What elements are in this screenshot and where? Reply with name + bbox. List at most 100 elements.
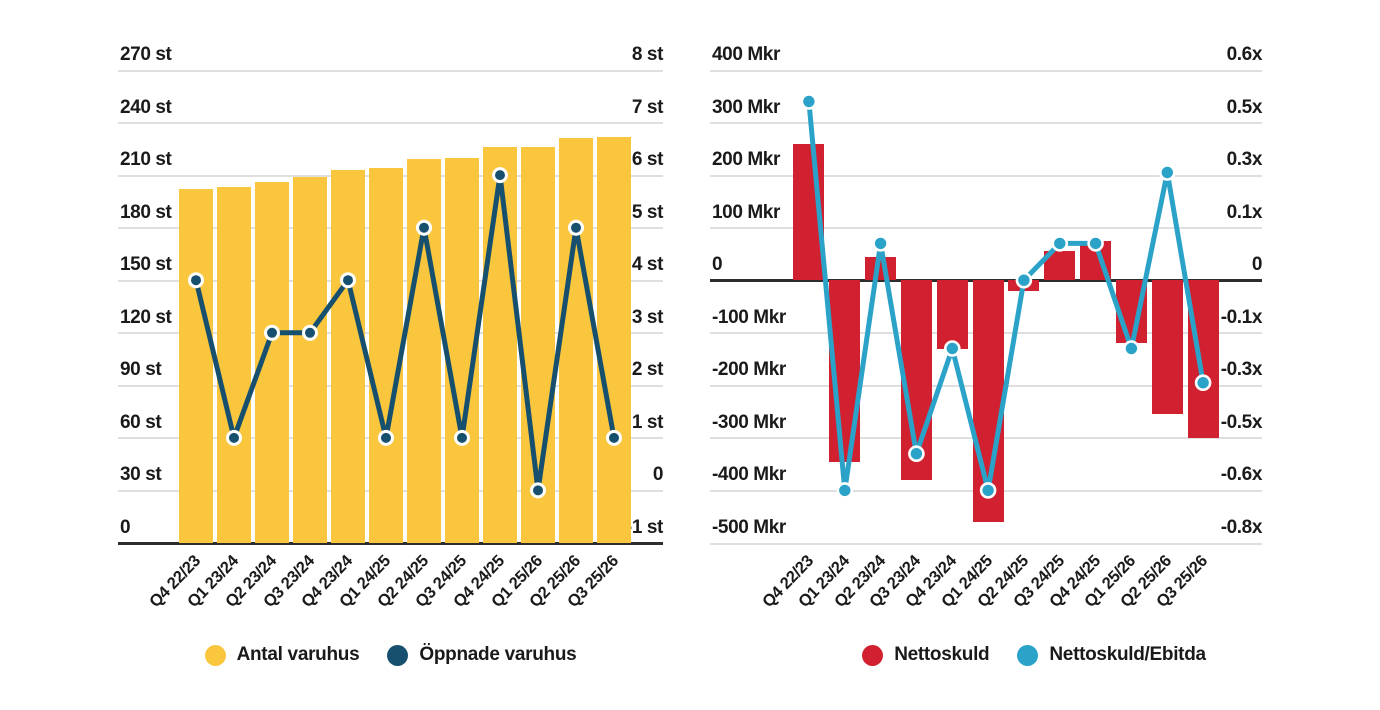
legend-item-nettoskuld: Nettoskuld [862,644,990,666]
legend-label: Öppnade varuhus [419,644,577,665]
left-axis-tick-label: -300 Mkr [712,411,786,433]
left-axis-tick-label: 240 st [120,96,172,118]
legend-item-oppnade-varuhus: Öppnade varuhus [387,644,577,666]
varuhus-bar-q1-23-24 [217,187,251,543]
nettoskuld-ebitda-swatch-icon [1017,644,1039,666]
left-axis-tick-label: -200 Mkr [712,359,786,381]
legend-item-antal-varuhus: Antal varuhus [204,644,360,666]
varuhus-bar-q2-25-26 [559,138,593,543]
nettoskuld-point-q4-22-23 [800,93,818,110]
varuhus-line-layer [188,167,622,499]
varuhus-point-q2-25-26 [568,219,584,236]
gridline [710,122,1262,125]
legend-varuhus: Antal varuhus Öppnade varuhus [118,644,663,666]
right-axis-tick-label: 0.1x [1226,201,1263,223]
right-axis-tick-label: -0.5x [1220,411,1263,433]
nettoskuld-line [806,99,1206,493]
antal-varuhus-swatch-icon [204,644,226,666]
varuhus-point-q3-25-26 [606,429,622,446]
legend-item-nettoskuld-ebitda: Nettoskuld/Ebitda [1017,644,1206,666]
left-axis-tick-label: 60 st [120,411,162,433]
varuhus-point-q1-23-24 [226,429,242,446]
left-axis-tick-label: -400 Mkr [712,464,786,486]
nettoskuld-line-layer [800,93,1212,499]
gridline [118,69,663,72]
varuhus-point-q1-24-25 [378,429,394,446]
left-axis-tick-label: 0 [120,517,131,538]
right-axis-tick-label: 0.5x [1226,96,1263,118]
x-axis-line [118,542,663,545]
left-axis-tick-label: -500 Mkr [712,517,786,538]
right-axis-tick-label: 0 [1251,254,1263,276]
right-axis-tick-label: -0.1x [1220,306,1263,328]
left-axis-tick-label: 30 st [120,464,162,486]
nettoskuld-point-q2-23-24 [872,235,889,252]
nettoskuld-swatch-icon [862,644,884,666]
varuhus-point-q4-24-25 [492,167,508,184]
nettoskuld-point-q3-23-24 [908,445,925,463]
varuhus-bar-q4-22-23 [179,189,213,543]
right-axis-tick-label: 3 st [631,306,664,328]
right-axis-tick-label: 5 st [631,201,664,223]
nettoskuld-bar-q3-25-26 [1187,280,1219,438]
right-axis-tick-label: 0 [652,464,664,486]
gridline [710,69,1262,72]
right-axis-tick-label: 7 st [631,96,664,118]
left-axis-tick-label: 90 st [120,359,162,381]
right-axis-tick-label: -0.6x [1220,464,1263,486]
right-axis-tick-label: 0.6x [1226,44,1263,65]
right-axis-tick-label: 2 st [631,359,664,381]
legend-label: Nettoskuld [894,644,990,665]
left-axis-tick-label: 270 st [120,44,172,65]
nettoskuld-point-q1-25-26 [1123,340,1140,357]
varuhus-bar-q1-24-25 [369,168,403,543]
nettoskuld-point-q1-24-25 [979,482,997,499]
left-axis-tick-label: 100 Mkr [712,201,780,223]
left-axis-tick-label: 400 Mkr [712,44,780,65]
nettoskuld-point-q4-24-25 [1087,235,1104,252]
legend-nettoskuld: Nettoskuld Nettoskuld/Ebitda [758,644,1310,666]
nettoskuld-bar-q4-23-24 [936,280,968,349]
varuhus-point-q3-24-25 [454,429,470,446]
varuhus-point-q4-22-23 [188,272,204,289]
varuhus-bar-q4-23-24 [331,169,365,543]
nettoskuld-point-q1-23-24 [836,482,854,499]
nettoskuld-bar-q2-25-26 [1151,280,1183,415]
left-axis-tick-label: 200 Mkr [712,149,780,171]
gridline [118,122,663,125]
gridline [710,542,1262,545]
legend-label: Antal varuhus [236,644,360,665]
right-axis-tick-label: 4 st [631,254,664,276]
left-axis-tick-label: 210 st [120,149,172,171]
left-axis-tick-label: -100 Mkr [712,306,786,328]
right-axis-tick-label: -0.8x [1220,517,1263,538]
varuhus-point-q1-25-26 [530,482,546,499]
right-axis-tick-label: 0.3x [1226,149,1263,171]
varuhus-line [193,172,617,493]
oppnade-varuhus-swatch-icon [387,644,409,666]
left-axis-tick-label: 0 [712,254,723,276]
chart-nettoskuld: 400 Mkr 300 Mkr 200 Mkr 100 Mkr 0 -100 Mkr -20… [710,44,1263,611]
varuhus-plot-area: Q4 22/23 Q1 23/24 Q2 23/24 Q3 23/24 Q4 23/24… [146,70,633,611]
nettoskuld-point-q3-24-25 [1051,235,1069,252]
gridline [710,227,1262,230]
right-axis-tick-label: 1 st [631,411,664,433]
legend-label: Nettoskuld/Ebitda [1049,644,1206,665]
gridline [710,174,1262,177]
nettoskuld-point-q2-24-25 [1015,271,1033,289]
right-axis-tick-label: -0.3x [1220,359,1263,381]
nettoskuld-point-q2-25-26 [1158,164,1176,181]
nettoskuld-plot-area: Q4 22/23 Q1 23/24 Q2 23/24 Q3 23/24 Q4 23/24… [759,70,1221,611]
nettoskuld-point-q3-25-26 [1194,374,1212,392]
right-axis-tick-label: -1 st [625,517,663,538]
left-axis-tick-label: 150 st [120,254,172,276]
left-axis-tick-label: 180 st [120,201,172,223]
left-axis-tick-label: 300 Mkr [712,96,780,118]
varuhus-point-q3-23-24 [302,324,318,341]
chart-antal-varuhus: 270 st 240 st 210 st 180 st 150 st 120 st 90 s… [118,44,664,611]
varuhus-point-q2-23-24 [264,324,280,341]
left-axis-tick-label: 120 st [120,306,172,328]
right-axis-tick-label: 6 st [631,149,664,171]
varuhus-point-q2-24-25 [416,219,432,236]
